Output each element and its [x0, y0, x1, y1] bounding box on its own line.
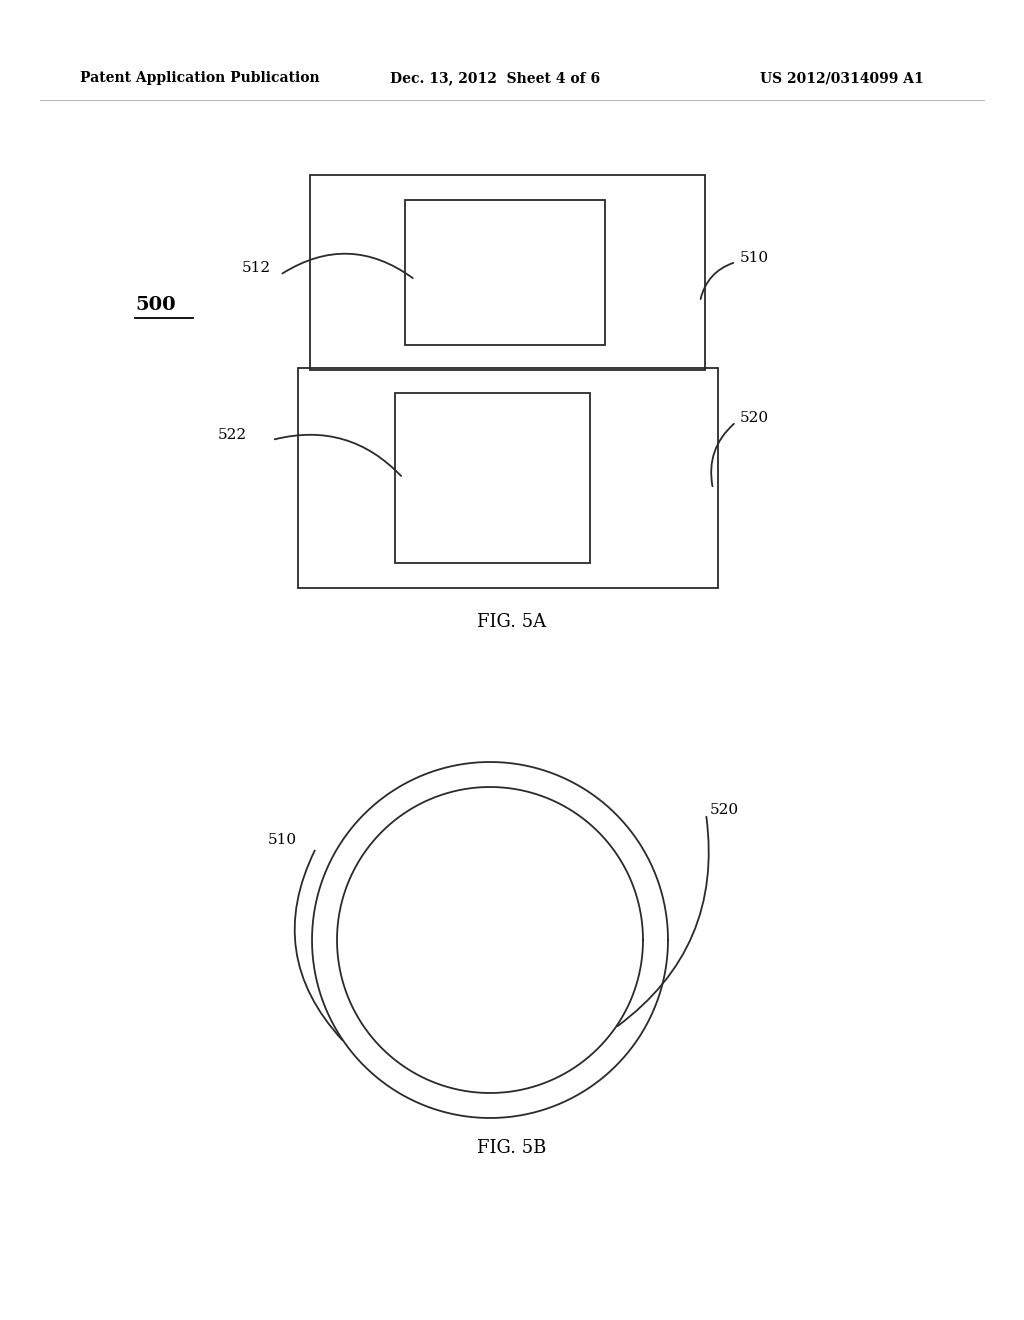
Bar	[406, 201, 605, 345]
Text: 510: 510	[740, 251, 769, 265]
Bar	[395, 393, 590, 564]
Text: 510: 510	[268, 833, 297, 847]
Text: 520: 520	[710, 803, 739, 817]
Text: 512: 512	[242, 261, 271, 275]
Text: 520: 520	[740, 411, 769, 425]
Text: FIG. 5B: FIG. 5B	[477, 1139, 547, 1158]
Bar	[298, 368, 718, 587]
Bar	[310, 176, 705, 370]
Text: Patent Application Publication: Patent Application Publication	[80, 71, 319, 84]
Text: 500: 500	[135, 296, 176, 314]
Text: FIG. 5A: FIG. 5A	[477, 612, 547, 631]
Text: Dec. 13, 2012  Sheet 4 of 6: Dec. 13, 2012 Sheet 4 of 6	[390, 71, 600, 84]
Text: US 2012/0314099 A1: US 2012/0314099 A1	[760, 71, 924, 84]
Text: 522: 522	[218, 428, 247, 442]
